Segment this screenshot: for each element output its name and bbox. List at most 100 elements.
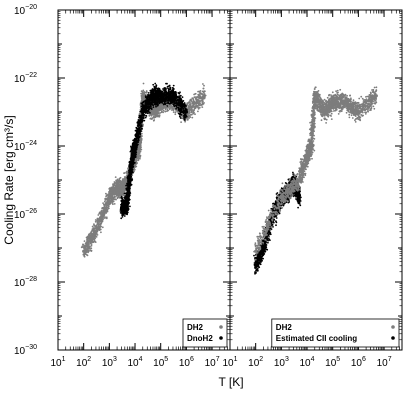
cloud-point	[117, 187, 120, 190]
cloud-point	[150, 114, 153, 117]
cloud-point	[120, 209, 123, 212]
cloud-point	[113, 203, 116, 205]
cloud-point	[157, 112, 160, 115]
cloud-point	[112, 200, 115, 203]
cloud-point	[188, 110, 191, 113]
cloud-point	[120, 217, 123, 220]
cloud-point	[202, 87, 205, 90]
cloud-point	[97, 220, 100, 223]
cloud-point	[200, 97, 203, 99]
cloud-point	[201, 106, 204, 108]
cloud-point	[82, 246, 85, 249]
cloud-point	[131, 168, 134, 171]
cloud-point	[118, 177, 121, 180]
cloud-point	[202, 96, 205, 99]
cloud-point	[136, 137, 139, 140]
cloud-point	[134, 137, 136, 140]
cloud-point	[198, 102, 201, 105]
cloud-point	[198, 94, 201, 97]
cloud-point	[141, 97, 144, 100]
cloud-point	[104, 198, 106, 200]
cloud-point	[155, 108, 158, 110]
cloud-point	[139, 150, 142, 153]
cloud-point	[90, 250, 93, 253]
cloud-point	[97, 218, 100, 221]
cloud-point	[160, 106, 163, 109]
cloud-point	[130, 183, 133, 186]
cloud-point	[104, 202, 107, 205]
cloud-point	[196, 100, 199, 103]
cloud-point	[121, 188, 124, 191]
cloud-point	[121, 182, 124, 185]
point-cloud	[119, 82, 188, 220]
cloud-point	[127, 183, 130, 186]
cloud-point	[105, 209, 107, 212]
cloud-point	[87, 242, 90, 245]
cloud-point	[187, 105, 190, 107]
cloud-point	[106, 198, 108, 201]
left-panel	[57, 9, 231, 351]
cloud-point	[115, 195, 118, 197]
cloud-point	[133, 152, 136, 155]
cloud-point	[138, 142, 141, 145]
cloud-point	[142, 82, 145, 85]
cloud-point	[137, 139, 140, 142]
cloud-point	[197, 106, 200, 109]
cloud-point	[85, 253, 88, 256]
cloud-point	[94, 228, 96, 230]
cloud-point	[167, 109, 170, 112]
cloud-point	[108, 188, 111, 190]
cloud-point	[126, 192, 129, 195]
cloud-point	[86, 236, 89, 239]
cloud-point	[97, 214, 100, 216]
cloud-point	[107, 193, 110, 196]
cloud-point	[101, 226, 104, 229]
cloud-point	[93, 225, 96, 227]
cloud-point	[198, 104, 201, 107]
cloud-point	[190, 107, 192, 110]
cloud-point	[131, 150, 134, 152]
cloud-point	[108, 199, 111, 202]
cloud-point	[88, 235, 91, 238]
cloud-point	[201, 103, 204, 106]
cloud-point	[85, 244, 87, 247]
cloud-point	[135, 161, 138, 164]
cloud-point	[194, 97, 197, 100]
cloud-point	[104, 204, 106, 207]
cloud-point	[121, 216, 124, 218]
cloud-point	[90, 247, 93, 250]
cloud-point	[125, 212, 128, 215]
cloud-point	[154, 115, 157, 118]
cloud-point	[131, 161, 134, 164]
cloud-point	[140, 124, 143, 126]
cloud-point	[160, 103, 163, 106]
cloud-point	[86, 246, 89, 249]
cloud-point	[132, 158, 135, 161]
cloud-point	[189, 116, 192, 118]
cloud-point	[187, 114, 190, 117]
cloud-point	[129, 175, 132, 178]
cloud-point	[88, 245, 90, 247]
cloud-point	[123, 172, 125, 175]
cloud-point	[201, 99, 204, 102]
cloud-point	[140, 102, 143, 105]
cloud-point	[168, 108, 171, 111]
cloud-point	[105, 212, 107, 215]
cloud-point	[195, 103, 198, 106]
cloud-point	[188, 107, 191, 109]
cloud-point	[123, 215, 126, 217]
cloud-point	[121, 194, 123, 196]
cloud-point	[115, 181, 118, 184]
cloud-point	[101, 219, 104, 222]
cloud-point	[104, 206, 106, 209]
cloud-point	[128, 170, 131, 173]
cloud-point	[120, 206, 122, 208]
cloud-point	[140, 127, 143, 130]
cloud-point	[126, 197, 129, 200]
cloud-point	[94, 220, 97, 223]
cloud-point	[203, 84, 205, 87]
cloud-point	[128, 186, 131, 189]
cloud-point	[117, 183, 120, 186]
cloud-point	[88, 239, 91, 242]
